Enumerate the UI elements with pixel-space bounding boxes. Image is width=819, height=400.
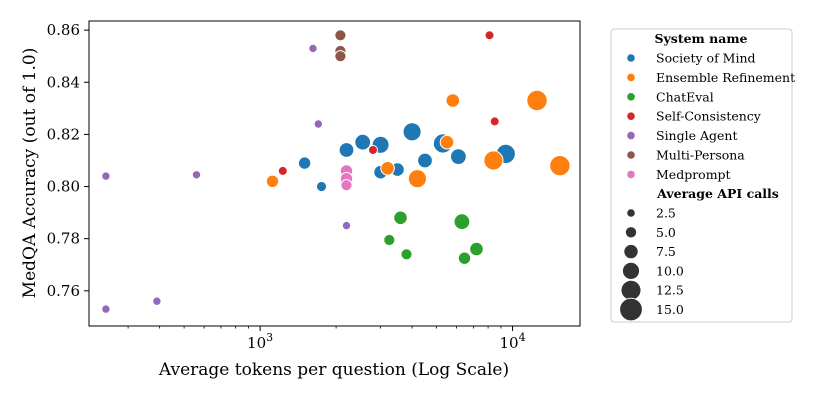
data-point [354,133,372,151]
data-point [445,93,461,108]
data-point [489,116,500,127]
data-point [340,179,353,192]
data-point [484,30,495,41]
legend-size-label: 15.0 [656,302,684,317]
data-point [313,119,323,129]
legend-size-marker [623,244,639,260]
data-point [439,134,455,150]
data-point [297,156,312,170]
legend-size-label: 10.0 [656,263,684,278]
legend-label: ChatEval [656,89,714,104]
legend-size-marker [622,261,640,280]
data-point [308,43,318,54]
data-point [380,161,395,176]
y-axis-label: MedQA Accuracy (out of 1.0) [20,48,40,299]
legend-label: Ensemble Refinement [656,70,795,85]
data-point [483,150,504,171]
data-point [338,142,355,158]
legend-marker [627,112,635,120]
data-point [407,169,427,189]
data-point [152,296,162,306]
data-point [400,248,413,261]
data-point [549,155,571,177]
y-tick-label: 0.78 [47,230,80,248]
data-point [526,89,548,112]
legend-size-label: 2.5 [656,206,676,221]
data-point [101,304,111,314]
legend-label: Medprompt [656,167,731,182]
x-axis: 103 104 [127,326,526,352]
data-point [265,174,280,189]
data-point [402,122,422,142]
legend-size-title: Average API calls [656,186,779,201]
y-axis: 0.76 0.78 0.80 0.82 0.84 0.86 [47,21,89,300]
legend-label: Self-Consistency [656,109,762,124]
legend-label: Society of Mind [656,51,756,66]
y-tick-label: 0.86 [47,21,80,39]
y-tick-label: 0.76 [47,282,80,300]
y-tick-label: 0.84 [47,73,80,91]
legend-hue-title: System name [655,31,748,46]
data-point [457,251,472,265]
legend-label: Multi-Persona [656,148,745,163]
legend-marker [627,151,635,159]
data-point [450,148,467,166]
legend-size-label: 12.5 [656,283,684,298]
legend-size-marker [620,279,642,301]
legend-size-entries: 2.5 5.0 7.5 10.0 12.5 15.0 [619,206,684,322]
data-point [101,171,111,181]
x-axis-label: Average tokens per question (Log Scale) [158,360,509,380]
data-point [191,170,202,180]
data-point [393,210,408,226]
data-point [277,165,288,176]
legend-hue-entries: Society of Mind Ensemble Refinement ChatEv… [627,51,795,182]
data-points [101,29,571,314]
x-tick-label: 103 [247,331,273,352]
x-tick-label: 104 [500,331,526,352]
legend-marker [627,54,635,62]
legend-size-marker [626,208,636,218]
legend-size-marker [625,226,638,239]
legend-size-marker [619,297,643,322]
y-tick-label: 0.80 [47,178,80,196]
data-point [315,180,328,193]
data-point [453,213,471,231]
legend-label: Single Agent [656,128,737,143]
data-point [417,152,433,169]
legend-size-label: 7.5 [656,244,676,259]
legend-marker [627,93,635,101]
plot-frame [88,20,581,327]
legend-size-label: 5.0 [656,225,676,240]
legend-marker [627,73,635,82]
legend-frame [610,28,793,323]
data-point [341,220,352,231]
data-point [469,241,484,257]
legend-marker [627,131,635,140]
data-point [368,145,378,155]
y-tick-label: 0.82 [47,125,80,143]
legend-marker [627,170,635,179]
data-point [334,29,347,42]
legend: System name Society of Mind Ensemble Refi… [610,28,795,323]
data-point [383,233,396,247]
data-point [334,50,347,63]
